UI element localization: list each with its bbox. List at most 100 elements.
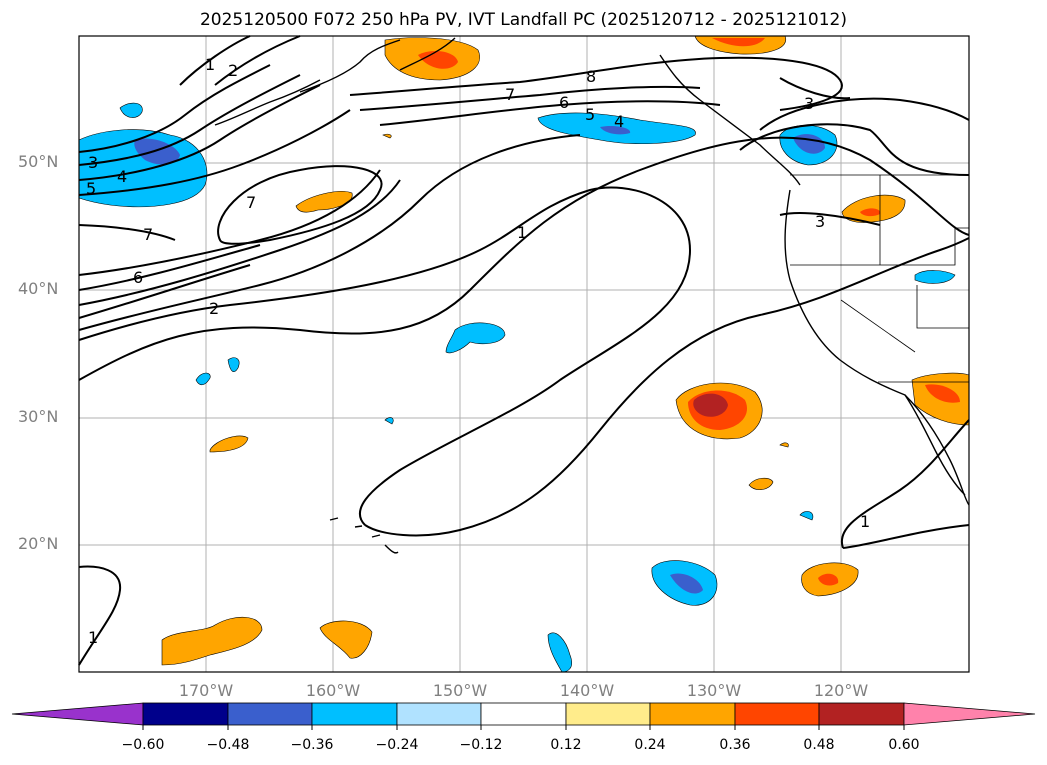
contour-line-12 <box>78 64 271 153</box>
contour-label: 8 <box>586 67 596 86</box>
contour-line-15 <box>349 56 843 111</box>
colorbar-tick-label: −0.48 <box>206 737 250 753</box>
contour-label: 5 <box>585 105 595 124</box>
coastlines <box>214 37 970 554</box>
state-border-or-ca <box>790 227 969 266</box>
neg-region-mid <box>445 322 506 354</box>
contour-line-22 <box>78 186 692 526</box>
lon-label-150w: 150°W <box>432 681 488 700</box>
lon-label-160w: 160°W <box>305 681 361 700</box>
contour-line-18 <box>779 77 851 100</box>
contour-line-8 <box>78 224 176 241</box>
neg-region-small1 <box>195 372 211 386</box>
contour-line-19 <box>759 97 970 131</box>
neg-region-small2 <box>227 357 240 373</box>
contour-line-26 <box>78 565 122 666</box>
aleutian-chain <box>214 79 321 126</box>
colorbar-segment <box>480 702 567 726</box>
lon-label-140w: 140°W <box>559 681 615 700</box>
lat-label-20n: 20°N <box>18 534 59 553</box>
anomaly-shading <box>78 35 970 673</box>
pos-region-bottom-left <box>161 616 263 666</box>
contour-line-7 <box>217 165 383 245</box>
contour-label: 6 <box>559 93 569 112</box>
colorbar-ticks <box>142 725 905 730</box>
neg-region-west-top <box>119 102 143 118</box>
contour-line-23 <box>364 237 970 537</box>
pos-region-bottom-mid <box>319 620 373 659</box>
contour-line-6 <box>78 169 381 276</box>
contour-label: 3 <box>804 94 814 113</box>
neg-region-ca <box>914 270 956 284</box>
contour-line-10 <box>78 84 321 181</box>
contour-label: 1 <box>517 223 527 242</box>
neg-region-small3 <box>384 417 394 425</box>
lat-label-40n: 40°N <box>18 279 59 298</box>
pv-contours <box>78 35 970 666</box>
colorbar-tick-label: −0.60 <box>121 737 165 753</box>
colorbar-tick-label: 0.60 <box>888 737 920 753</box>
colorbar-segment <box>227 702 313 726</box>
map-frame <box>78 35 970 673</box>
lon-label-130w: 130°W <box>686 681 742 700</box>
contour-label: 3 <box>815 212 825 231</box>
neg-region-bottom <box>547 632 573 673</box>
contour-line-9 <box>78 109 351 196</box>
colorbar-segment <box>734 702 820 726</box>
contour-label: 4 <box>614 112 624 131</box>
contour-line-24 <box>840 419 970 549</box>
colorbar-tick-label: 0.36 <box>719 737 751 753</box>
pos-core-oregon <box>860 208 881 217</box>
contour-line-5 <box>78 244 261 291</box>
alaska-coast <box>299 37 456 93</box>
colorbar-tick-label: 0.12 <box>550 737 582 753</box>
contour-label: 2 <box>209 299 219 318</box>
contour-label: 1 <box>205 55 215 74</box>
contour-labels: 1 2 3 4 5 7 6 2 7 6 5 4 8 7 3 3 1 1 1 <box>86 55 870 647</box>
contour-label: 1 <box>88 628 98 647</box>
bc-coast <box>659 54 801 186</box>
contour-label: 7 <box>246 193 256 212</box>
contour-label: 2 <box>228 61 238 80</box>
map-title: 2025120500 F072 250 hPa PV, IVT Landfall… <box>199 10 847 30</box>
colorbar-segment <box>818 702 905 726</box>
pos-region-small-a <box>748 477 774 490</box>
contour-line-1 <box>78 136 970 381</box>
contour-label: 5 <box>86 179 96 198</box>
neg-core-south <box>670 573 703 594</box>
colorbar-segment <box>311 702 398 726</box>
contour-label: 6 <box>133 268 143 287</box>
lat-label-30n: 30°N <box>18 407 59 426</box>
colorbar-segment <box>396 702 482 726</box>
contour-label: 1 <box>860 512 870 531</box>
state-border-az <box>916 285 969 329</box>
pos-core-central <box>693 393 728 417</box>
colorbar-segment <box>649 702 736 726</box>
colorbar-tick-label: 0.48 <box>803 737 835 753</box>
lat-label-50n: 50°N <box>18 152 59 171</box>
neg-core-gulf <box>600 125 631 135</box>
contour-line-16 <box>359 85 701 111</box>
colorbar-tick-label: −0.12 <box>459 737 503 753</box>
colorbar-extend-right <box>903 702 1036 726</box>
colorbar-extend-left <box>11 702 144 726</box>
contour-line-20 <box>739 123 970 176</box>
contour-line-25 <box>842 524 970 549</box>
us-west-coast <box>784 189 970 506</box>
contour-label: 4 <box>117 167 127 186</box>
lon-label-170w: 170°W <box>178 681 234 700</box>
colorbar-segment <box>565 702 651 726</box>
contour-line-3 <box>78 264 251 319</box>
contour-line-2 <box>78 134 581 331</box>
contour-label: 3 <box>88 153 98 172</box>
colorbar-tick-label: 0.24 <box>634 737 666 753</box>
pos-core-southeast <box>818 573 839 586</box>
contour-line-14 <box>214 35 301 86</box>
colorbar <box>11 702 1036 730</box>
colorbar-tick-label: −0.24 <box>375 737 419 753</box>
hawaii-islands <box>329 517 399 554</box>
contour-line-4 <box>78 179 401 306</box>
state-border-inner <box>840 299 916 353</box>
pos-region-tiny-c <box>382 133 392 139</box>
